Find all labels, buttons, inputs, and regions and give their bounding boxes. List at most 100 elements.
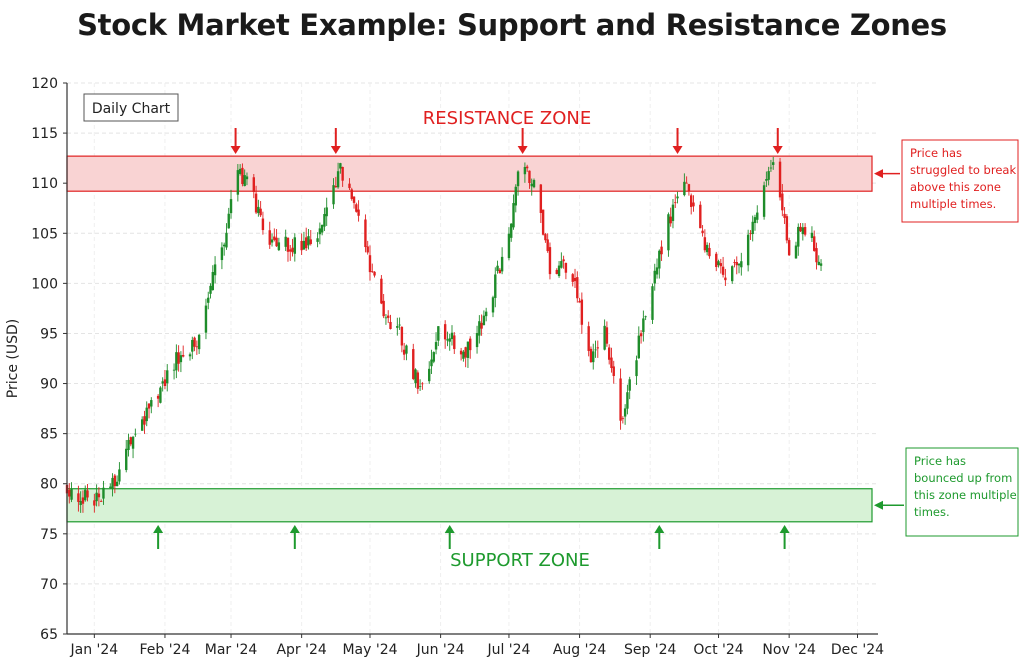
candle-body [794, 245, 798, 259]
candle-body [587, 326, 590, 351]
candle-body [715, 253, 718, 268]
candle-body [320, 224, 324, 233]
support-note-line: Price has [914, 454, 966, 468]
candle-body [284, 236, 287, 247]
resistance-arrow-head [230, 146, 241, 154]
candle-body [371, 271, 374, 273]
resistance-arrow-head [772, 146, 783, 154]
candle-body [731, 266, 734, 282]
candle-body [626, 392, 629, 409]
candle-body [797, 226, 800, 247]
candle-body [432, 352, 435, 362]
candle-body [746, 234, 750, 266]
candle-body [166, 370, 169, 384]
candle-body [512, 203, 515, 228]
candle-body [484, 311, 488, 317]
candle-body [546, 239, 549, 252]
candle-body [332, 185, 335, 205]
candle-body [405, 345, 408, 354]
axes [63, 82, 878, 638]
candle-body [428, 368, 431, 382]
candle-body [753, 217, 757, 224]
candle-body [384, 317, 388, 319]
candle-body [751, 221, 754, 235]
candle-body [336, 171, 340, 188]
candle-body [660, 246, 663, 255]
candle-body [733, 262, 736, 264]
candle-body [480, 322, 483, 329]
candle-body [127, 439, 130, 451]
candle-body [145, 407, 148, 422]
candle-body [304, 237, 308, 249]
x-tick-label: Nov '24 [762, 642, 816, 658]
y-tick-label: 80 [40, 477, 58, 493]
candle-body [571, 274, 574, 282]
candle-body [658, 250, 661, 269]
candle-body [637, 335, 641, 359]
candle-body [669, 216, 672, 224]
candle-body [500, 256, 504, 272]
y-tick-label: 65 [40, 627, 58, 643]
candle-body [243, 175, 246, 187]
resistance-note-box [901, 139, 1019, 223]
candle-body [555, 269, 558, 274]
candle-body [412, 349, 415, 379]
candle-body [446, 339, 449, 341]
candle-body [516, 171, 520, 187]
candle-body [815, 248, 818, 263]
badge-label: Daily Chart [92, 101, 171, 117]
candle-body [302, 240, 306, 250]
candle-body [705, 244, 709, 253]
candle-body [466, 341, 470, 358]
candle-body [380, 278, 383, 304]
candle-body [95, 492, 98, 502]
candle-body [307, 236, 310, 246]
candle-body [767, 171, 770, 180]
candle-body [115, 481, 119, 487]
candle-body [84, 489, 87, 501]
candle-body [109, 486, 112, 488]
candle-body [594, 349, 597, 351]
candle-body [676, 196, 679, 199]
candle-body [621, 418, 625, 420]
candle-body [402, 349, 406, 355]
candle-body [434, 342, 438, 350]
candle-body [77, 493, 80, 502]
candle-body [261, 218, 265, 231]
candle-body [309, 239, 312, 244]
candle-body [562, 259, 565, 262]
candle-body [227, 213, 230, 229]
candle-body [721, 266, 725, 275]
candle-body [532, 180, 536, 188]
candle-body [150, 400, 153, 407]
y-tick-label: 100 [31, 276, 58, 292]
candle-body [430, 359, 433, 367]
candle-body [719, 263, 723, 267]
resistance-note-line: Price has [910, 146, 962, 160]
resistance-zone [66, 155, 873, 192]
candle-body [589, 348, 593, 363]
x-tick-label: Apr '24 [276, 642, 326, 658]
candle-body [79, 500, 82, 506]
candle-body [348, 183, 351, 189]
candle-body [592, 351, 595, 363]
candle-body [318, 228, 322, 235]
candle-body [528, 170, 531, 184]
candle-body [352, 196, 356, 203]
candle-body [544, 234, 547, 241]
zones [66, 155, 873, 523]
support-note-pointer-head [874, 500, 883, 510]
resistance-note-line: multiple times. [910, 197, 996, 211]
candle-body [364, 219, 367, 248]
x-tick-label: Feb '24 [140, 642, 191, 658]
candle-body [286, 237, 290, 252]
candle-body [341, 166, 344, 181]
candle-body [639, 333, 643, 337]
support-zone-label: SUPPORT ZONE [450, 550, 590, 571]
candle-body [610, 357, 613, 369]
candle-body [143, 416, 146, 425]
candle-body [525, 166, 529, 169]
candle-body [225, 232, 228, 248]
candle-body [813, 236, 816, 251]
candle-body [366, 246, 369, 253]
